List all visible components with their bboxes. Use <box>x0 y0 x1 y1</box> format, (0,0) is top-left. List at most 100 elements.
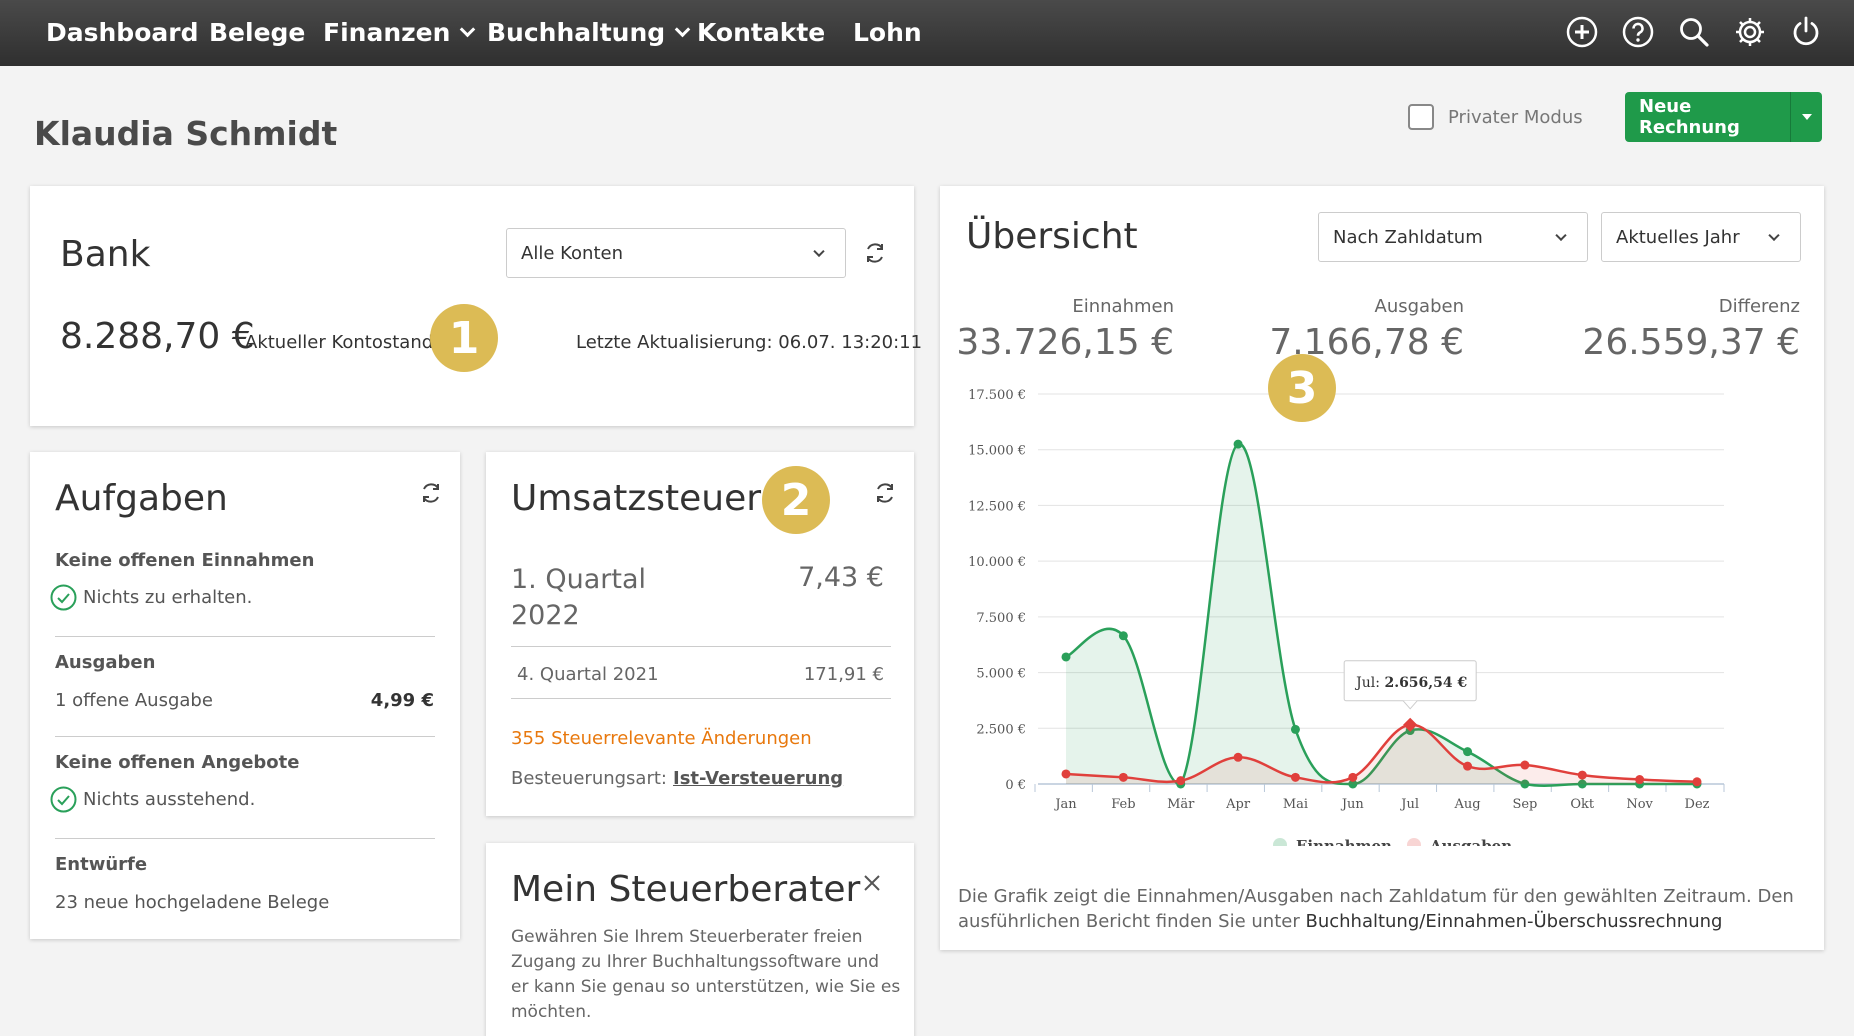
bank-balance-label: Aktueller Kontostand <box>245 332 434 353</box>
nav-buchhaltung[interactable]: Buchhaltung <box>487 18 691 47</box>
open-income-heading: Keine offenen Einnahmen <box>55 550 315 571</box>
x-tick-label: Jul <box>1399 797 1419 812</box>
drafts-text[interactable]: 23 neue hochgeladene Belege <box>55 892 330 913</box>
income-point <box>1520 779 1530 789</box>
help-icon[interactable] <box>1620 14 1656 50</box>
nav-kontakte-label: Kontakte <box>697 18 826 47</box>
private-mode-checkbox[interactable] <box>1408 104 1434 130</box>
divider <box>55 838 435 839</box>
tax-advisor-title: Mein Steuerberater <box>511 869 861 910</box>
divider <box>511 646 891 647</box>
chart-tooltip: Jul: 2.656,54 € <box>1343 660 1477 710</box>
chart-caption-text: Die Grafik zeigt die Einnahmen/Ausgaben … <box>958 886 1794 932</box>
y-tick-label: 7.500 € <box>976 611 1026 626</box>
nav-dashboard[interactable]: Dashboard <box>46 18 198 47</box>
date-filter-value: Nach Zahldatum <box>1333 226 1483 248</box>
x-tick-label: Mai <box>1283 797 1308 812</box>
open-offers-heading: Keine offenen Angebote <box>55 752 300 773</box>
nav-buchhaltung-label: Buchhaltung <box>487 18 666 47</box>
income-expense-chart: 0 € 2.500 € 5.000 € 7.500 € 10.000 € 12.500 €… <box>968 388 1725 846</box>
chevron-down-icon <box>813 245 825 258</box>
date-filter-select[interactable]: Nach Zahldatum <box>1318 212 1588 262</box>
x-tick-label: Aug <box>1453 797 1480 812</box>
nav-kontakte[interactable]: Kontakte <box>697 18 825 47</box>
legend-label-income: Einnahmen <box>1296 837 1392 846</box>
step-badge-1: 1 <box>430 304 498 372</box>
plus-circle-icon[interactable] <box>1564 14 1600 50</box>
last-update: Letzte Aktualisierung: 06.07. 13:20:11 <box>576 332 923 353</box>
nav-finanzen[interactable]: Finanzen <box>323 18 476 47</box>
expense-point <box>1635 775 1645 785</box>
power-icon[interactable] <box>1788 14 1824 50</box>
overview-card: Übersicht Nach Zahldatum Aktuelles Jahr … <box>940 186 1824 950</box>
open-income-status: Nichts zu erhalten. <box>50 584 252 611</box>
tasks-title: Aufgaben <box>55 478 228 519</box>
period-filter-value: Aktuelles Jahr <box>1616 226 1740 248</box>
bank-card: Bank Alle Konten 8.288,70 € Aktueller Ko… <box>30 186 922 426</box>
expense-point <box>1692 777 1702 787</box>
private-mode-toggle[interactable]: Privater Modus <box>1408 104 1583 130</box>
x-tick-label: Nov <box>1626 797 1653 812</box>
check-circle-icon <box>50 584 77 611</box>
account-select-value: Alle Konten <box>521 242 623 264</box>
expense-area <box>1066 724 1697 784</box>
difference-value: 26.559,37 € <box>1582 322 1800 363</box>
x-tick-label: Jan <box>1053 797 1077 812</box>
tooltip-text: Jul: 2.656,54 € <box>1354 675 1467 691</box>
chevron-down-icon <box>674 21 691 38</box>
expenses-text[interactable]: 1 offene Ausgabe <box>55 690 213 711</box>
income-area <box>1066 443 1697 786</box>
income-point <box>1061 652 1071 662</box>
nav-finanzen-label: Finanzen <box>323 18 451 47</box>
tax-changes-link[interactable]: 355 Steuerrelevante Änderungen <box>511 728 812 749</box>
vat-card: Umsatzsteuer 2 1. Quartal 2022 7,43 € 4.… <box>486 452 914 816</box>
expense-point <box>1176 776 1186 786</box>
x-tick-label: Jun <box>1340 797 1365 812</box>
expenses-value: 4,99 € <box>370 690 434 711</box>
caret-down-icon <box>1801 114 1812 120</box>
tax-advisor-card: Mein Steuerberater Gewähren Sie Ihrem St… <box>486 843 914 1036</box>
x-tick-label: Sep <box>1512 797 1537 812</box>
expense-point <box>1577 770 1587 780</box>
x-tick-label: Okt <box>1570 797 1595 812</box>
overview-title: Übersicht <box>966 216 1138 257</box>
open-income-text: Nichts zu erhalten. <box>83 587 253 608</box>
expenses-heading: Ausgaben <box>55 652 156 673</box>
nav-belege[interactable]: Belege <box>209 18 305 47</box>
vat-prev-value: 171,91 € <box>803 664 884 685</box>
expense-point <box>1463 761 1473 771</box>
y-tick-label: 17.500 € <box>968 388 1026 403</box>
new-invoice-button[interactable]: Neue Rechnung <box>1625 92 1790 142</box>
period-filter-select[interactable]: Aktuelles Jahr <box>1601 212 1801 262</box>
income-point <box>1463 747 1473 757</box>
taxation-type-value[interactable]: Ist-Versteuerung <box>673 768 844 789</box>
account-select[interactable]: Alle Konten <box>506 228 846 278</box>
vat-current-value: 7,43 € <box>798 562 884 593</box>
step-badge-2: 2 <box>762 466 830 534</box>
new-invoice-dropdown-button[interactable] <box>1790 92 1822 142</box>
refresh-icon[interactable] <box>418 480 444 506</box>
chevron-down-icon <box>460 21 476 38</box>
open-offers-text: Nichts ausstehend. <box>83 789 256 810</box>
gear-icon[interactable] <box>1732 14 1768 50</box>
refresh-icon[interactable] <box>862 240 888 266</box>
close-icon[interactable] <box>862 873 882 893</box>
income-point <box>1348 779 1358 789</box>
y-tick-label: 0 € <box>1005 778 1026 793</box>
chart-caption: Die Grafik zeigt die Einnahmen/Ausgaben … <box>958 884 1798 934</box>
expense-point <box>1520 760 1530 770</box>
vat-title: Umsatzsteuer <box>511 478 762 519</box>
eur-report-link[interactable]: Buchhaltung/Einnahmen-Überschussrechnung <box>1305 911 1723 932</box>
search-icon[interactable] <box>1676 14 1712 50</box>
refresh-icon[interactable] <box>872 480 898 506</box>
check-circle-icon <box>50 786 77 813</box>
y-tick-label: 2.500 € <box>976 722 1026 737</box>
vat-prev-quarter: 4. Quartal 2021 <box>517 664 659 685</box>
expense-point <box>1290 772 1300 782</box>
expense-point <box>1118 772 1128 782</box>
expense-point <box>1348 772 1358 782</box>
difference-label: Differenz <box>1718 296 1800 317</box>
top-navigation: Dashboard Belege Finanzen Buchhaltung Ko… <box>0 0 1854 66</box>
expense-point <box>1061 769 1071 779</box>
nav-lohn[interactable]: Lohn <box>853 18 922 47</box>
